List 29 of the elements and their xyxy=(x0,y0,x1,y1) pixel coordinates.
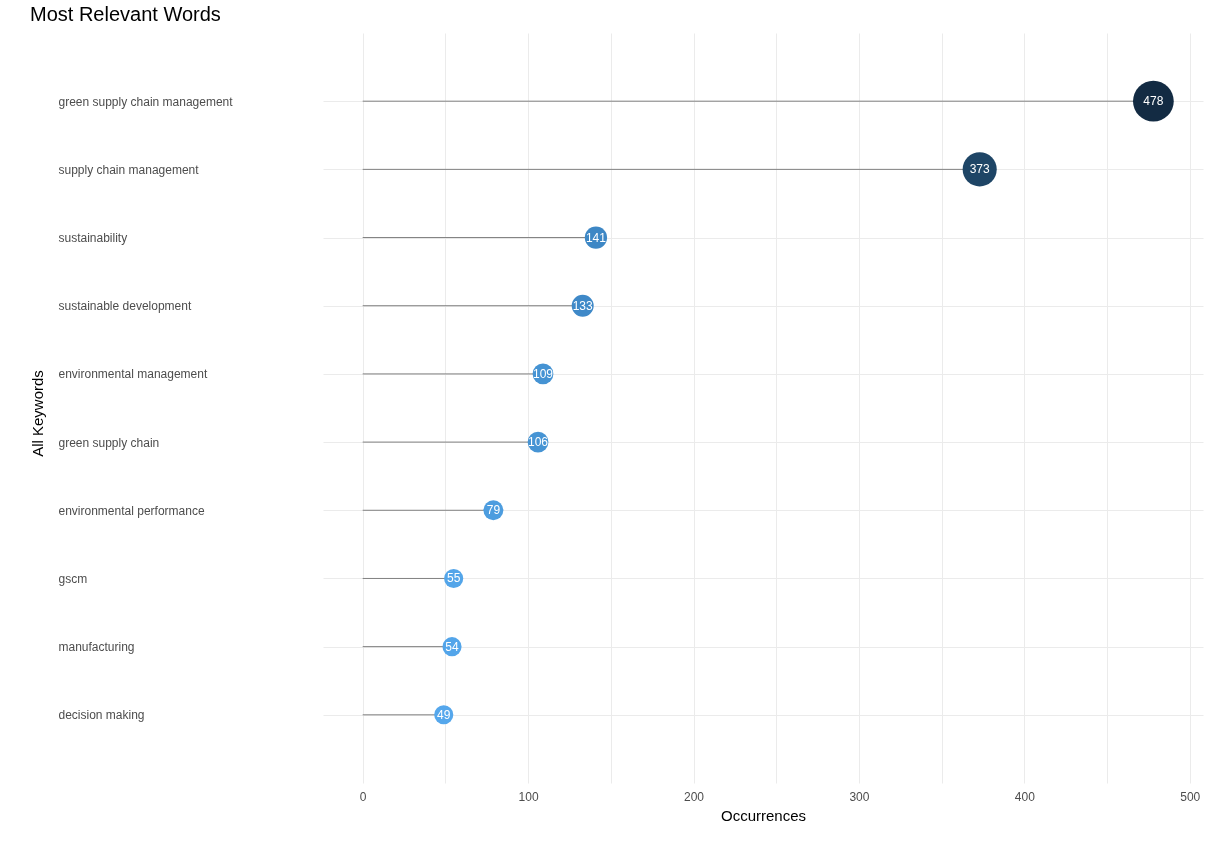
x-tick-label: 0 xyxy=(359,789,367,804)
x-tick-label: 100 xyxy=(518,789,539,804)
data-label: 141 xyxy=(585,230,607,245)
y-tick-label: decision making xyxy=(58,708,145,723)
y-tick-label: green supply chain management xyxy=(58,94,234,109)
data-label: 55 xyxy=(447,571,461,586)
x-tick-label: 300 xyxy=(849,789,870,804)
y-tick-label: sustainable development xyxy=(58,299,192,314)
y-tick-label: manufacturing xyxy=(58,640,135,655)
y-tick-label: supply chain management xyxy=(58,162,200,177)
data-label: 49 xyxy=(437,707,451,722)
data-label: 106 xyxy=(528,435,549,450)
x-tick-label: 500 xyxy=(1180,789,1201,804)
data-label: 54 xyxy=(445,639,460,654)
data-label: 109 xyxy=(532,366,554,381)
y-tick-label: sustainability xyxy=(58,231,128,246)
data-label: 373 xyxy=(969,162,991,177)
data-label: 478 xyxy=(1143,94,1164,109)
x-tick-label: 200 xyxy=(684,789,705,804)
x-axis-title: Occurrences xyxy=(720,806,807,824)
y-axis-title: All Keywords xyxy=(28,370,46,457)
y-tick-label: environmental performance xyxy=(58,503,205,518)
data-label: 133 xyxy=(572,298,594,313)
y-tick-label: green supply chain xyxy=(58,435,160,450)
x-tick-label: 400 xyxy=(1014,789,1036,804)
y-tick-label: gscm xyxy=(58,571,88,586)
text: Most Relevant Words xyxy=(30,3,221,25)
y-tick-label: environmental management xyxy=(58,367,208,382)
data-label: 79 xyxy=(486,503,501,518)
